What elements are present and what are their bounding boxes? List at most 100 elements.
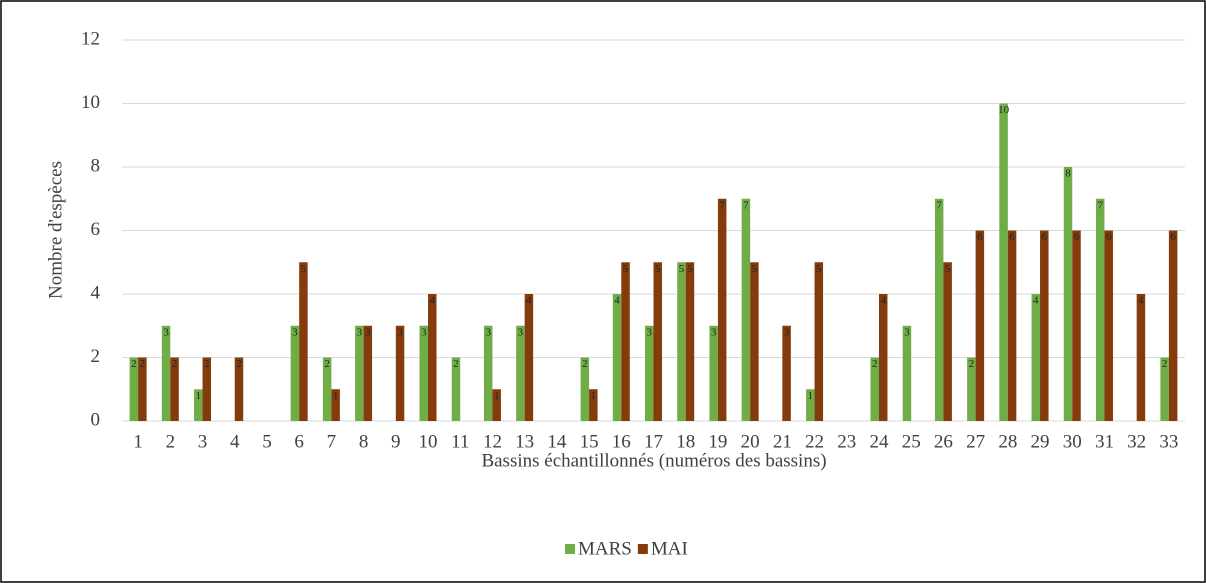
legend-swatch <box>637 544 648 554</box>
value-label: 3 <box>421 326 427 338</box>
value-label: 3 <box>904 326 910 338</box>
bar <box>1160 357 1169 421</box>
bar <box>653 262 662 421</box>
value-label: 3 <box>292 326 298 338</box>
bar <box>1040 230 1049 421</box>
bar <box>645 325 654 421</box>
bar <box>1168 230 1178 421</box>
y-tick-label: 4 <box>91 282 101 303</box>
y-tick-label: 12 <box>81 28 100 49</box>
value-label: 3 <box>365 326 371 338</box>
bar <box>999 103 1008 421</box>
value-label: 2 <box>172 358 178 370</box>
bar <box>580 357 590 421</box>
value-label: 2 <box>236 358 242 370</box>
value-label: 1 <box>333 390 339 402</box>
bar <box>814 262 824 421</box>
value-label: 6 <box>1042 231 1048 243</box>
x-tick-label: 24 <box>869 431 889 452</box>
x-tick-label: 19 <box>708 431 727 452</box>
bar <box>782 325 791 421</box>
value-label: 3 <box>163 326 169 338</box>
bar <box>717 198 727 421</box>
bar <box>1007 230 1017 421</box>
value-label: 4 <box>1138 295 1144 307</box>
bar <box>1136 294 1146 421</box>
bar <box>612 294 622 421</box>
value-label: 3 <box>518 326 524 338</box>
x-tick-label: 10 <box>419 431 438 452</box>
bar <box>483 325 493 421</box>
value-label: 4 <box>880 295 886 307</box>
bar <box>709 325 718 421</box>
y-tick-label: 0 <box>91 409 101 430</box>
x-tick-label: 6 <box>294 431 304 452</box>
value-label: 5 <box>687 263 693 275</box>
value-label: 2 <box>204 358 210 370</box>
bar <box>524 294 534 421</box>
value-label: 1 <box>591 390 597 402</box>
bar <box>290 325 300 421</box>
x-tick-label: 33 <box>1159 431 1178 452</box>
value-label: 3 <box>647 326 653 338</box>
bar <box>355 325 364 421</box>
x-tick-label: 22 <box>805 431 824 452</box>
value-label: 2 <box>969 358 975 370</box>
value-label: 5 <box>623 263 629 275</box>
legend-label: MARS <box>578 538 632 559</box>
legend-label: MAI <box>651 538 688 559</box>
bar <box>331 389 340 421</box>
bar <box>902 325 912 421</box>
bar <box>878 294 888 421</box>
value-label: 5 <box>945 263 951 275</box>
bar <box>1031 294 1041 421</box>
value-label: 6 <box>1170 231 1176 243</box>
value-label: 3 <box>397 326 403 338</box>
value-label: 4 <box>614 295 620 307</box>
value-label: 3 <box>357 326 363 338</box>
bar <box>806 389 815 421</box>
x-tick-label: 1 <box>133 431 143 452</box>
value-label: 1 <box>808 390 814 402</box>
bar <box>685 262 695 421</box>
bar <box>428 294 437 421</box>
value-label: 6 <box>1074 231 1080 243</box>
x-tick-label: 18 <box>676 431 695 452</box>
value-label: 7 <box>1097 199 1103 211</box>
value-label: 8 <box>1065 168 1071 180</box>
legend-swatch <box>565 544 575 554</box>
x-tick-label: 7 <box>327 431 337 452</box>
x-tick-label: 3 <box>198 431 208 452</box>
value-label: 2 <box>582 358 588 370</box>
x-tick-label: 32 <box>1127 431 1146 452</box>
x-tick-label: 4 <box>230 431 240 452</box>
x-tick-label: 28 <box>998 431 1017 452</box>
bar <box>194 389 203 421</box>
value-label: 2 <box>131 358 137 370</box>
value-label: 3 <box>784 326 790 338</box>
x-tick-label: 29 <box>1031 431 1050 452</box>
x-tick-label: 16 <box>612 431 631 452</box>
bar <box>299 262 308 421</box>
y-axis-title: Nombre d'espèces <box>45 161 66 299</box>
bar <box>395 325 405 421</box>
x-tick-label: 14 <box>547 431 567 452</box>
x-tick-label: 21 <box>773 431 792 452</box>
bar <box>451 357 461 421</box>
value-label: 5 <box>655 263 661 275</box>
value-label: 5 <box>679 263 685 275</box>
value-label: 7 <box>719 199 725 211</box>
bar <box>234 357 244 421</box>
value-label: 4 <box>526 295 532 307</box>
value-label: 6 <box>1009 231 1015 243</box>
x-tick-label: 5 <box>262 431 272 452</box>
bar <box>934 198 944 421</box>
value-label: 7 <box>936 199 942 211</box>
y-tick-label: 2 <box>91 346 101 367</box>
value-label: 5 <box>816 263 822 275</box>
bar <box>492 389 501 421</box>
value-label: 5 <box>752 263 758 275</box>
bar <box>1104 230 1113 421</box>
bar <box>516 325 525 421</box>
value-label: 4 <box>1033 295 1039 307</box>
